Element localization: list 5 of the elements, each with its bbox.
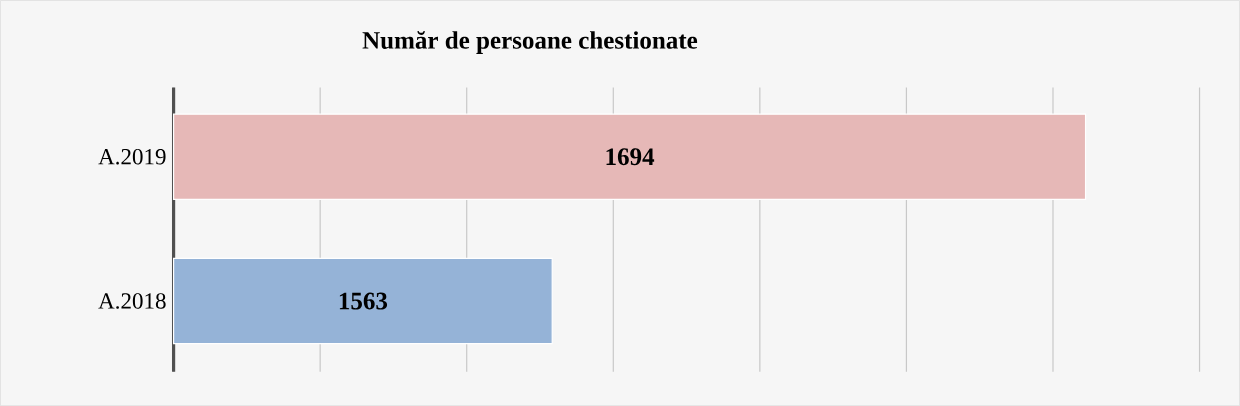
y-tick-label: A.2018 [98, 293, 166, 309]
y-tick-label: A.2019 [98, 148, 166, 165]
data-label: 1694 [606, 148, 655, 166]
data-label: 1563 [339, 292, 388, 310]
chart-title: Număr de persoane chestionate [362, 30, 698, 54]
